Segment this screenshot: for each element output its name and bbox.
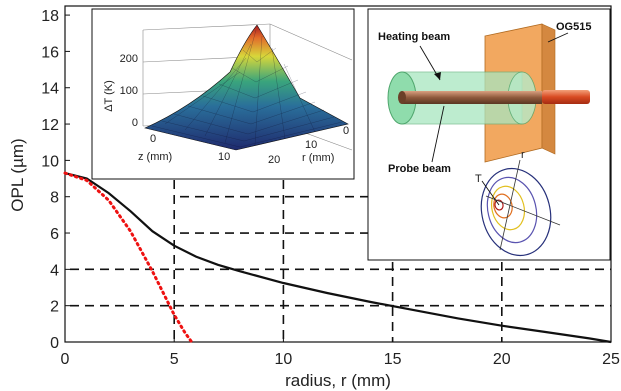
- heating-beam-label: Heating beam: [378, 31, 450, 43]
- x-tick-15: 15: [384, 351, 402, 368]
- series-solid-line: [64, 172, 612, 344]
- series-dotted-line: [63, 171, 194, 344]
- surface-inset: 200 100 0 ΔT (K) 0 10 z (mm) 0 10 20 r (…: [91, 8, 355, 180]
- y-axis-label: OPL (µm): [8, 138, 27, 211]
- probe-rod-end: [398, 91, 406, 104]
- x-tick-10: 10: [275, 351, 293, 368]
- surface-z-tick-0: 0: [132, 117, 138, 129]
- contour-t-arrow: [481, 180, 500, 206]
- contour-t-axis: [485, 195, 561, 226]
- contour-r-label: r: [521, 149, 525, 161]
- y-tick-6: 6: [50, 226, 59, 243]
- beam-diagram-inset: Heating beam OG515 Probe beam T r: [367, 8, 611, 261]
- y-tick-8: 8: [50, 190, 59, 207]
- y-tick-16: 16: [41, 44, 59, 61]
- probe-beam-arrow: [431, 105, 445, 163]
- contour-t-label: T: [475, 173, 482, 185]
- surface-mesh: [151, 29, 343, 148]
- y-tick-12: 12: [41, 117, 59, 134]
- temperature-surface: [144, 24, 349, 151]
- y-tick-2: 2: [50, 299, 59, 316]
- y-tick-10: 10: [41, 153, 59, 170]
- surface-y-tick-10: 10: [305, 139, 317, 151]
- og515-arrow: [547, 32, 569, 43]
- surface-x-tick-10: 10: [218, 151, 230, 163]
- og515-plate-edge: [541, 23, 556, 155]
- x-tick-20: 20: [493, 351, 511, 368]
- surface-z-tick-100: 100: [120, 85, 138, 97]
- surface-y-tick-0: 0: [343, 125, 349, 137]
- x-tick-5: 5: [170, 351, 179, 368]
- surface-x-tick-0: 0: [150, 133, 156, 145]
- y-tick-18: 18: [41, 8, 59, 25]
- exit-beam: [542, 90, 590, 104]
- og515-label: OG515: [556, 21, 591, 33]
- y-tick-labels: 0 2 4 6 8 10 12 14 16 18: [41, 8, 59, 352]
- x-axis-label: radius, r (mm): [285, 371, 391, 390]
- probe-rod: [402, 91, 542, 104]
- surface-y-tick-20: 20: [268, 154, 280, 166]
- surface-x-label: z (mm): [138, 151, 172, 163]
- contour-plot: [480, 167, 552, 257]
- x-tick-25: 25: [602, 351, 620, 368]
- surface-z-label: ΔT (K): [103, 80, 115, 112]
- heating-beam-arrowhead: [434, 72, 441, 80]
- y-tick-14: 14: [41, 81, 59, 98]
- surface-z-tick-200: 200: [120, 53, 138, 65]
- surface-y-label: r (mm): [302, 152, 334, 164]
- x-tick-0: 0: [61, 351, 70, 368]
- x-tick-labels: 0 5 10 15 20 25: [61, 351, 620, 368]
- y-tick-4: 4: [50, 262, 59, 279]
- y-tick-0: 0: [50, 335, 59, 352]
- probe-beam-label: Probe beam: [388, 163, 451, 175]
- series-group: [63, 171, 612, 344]
